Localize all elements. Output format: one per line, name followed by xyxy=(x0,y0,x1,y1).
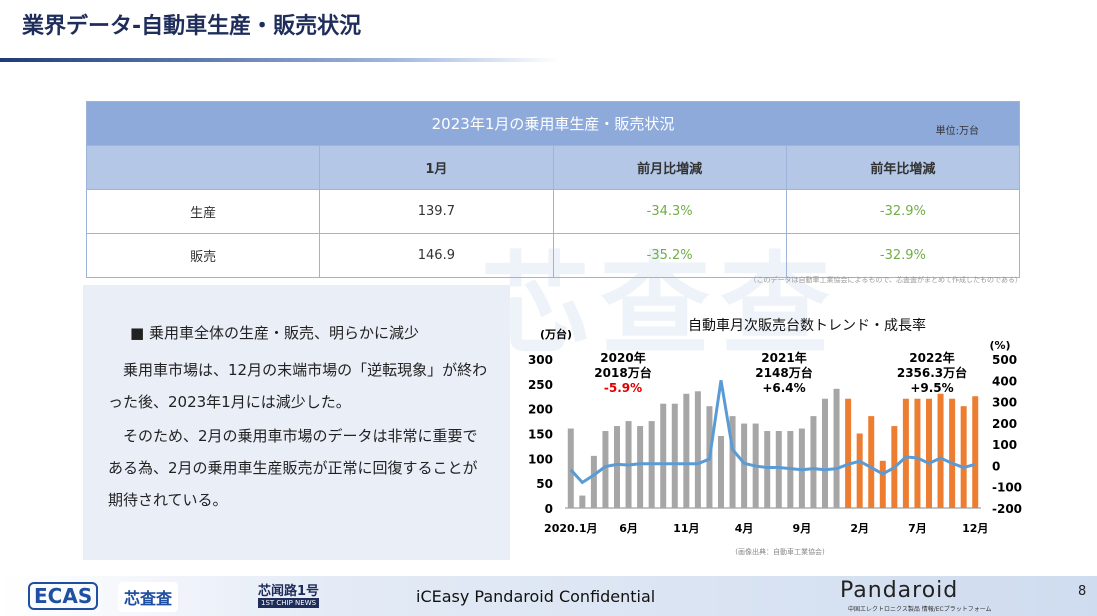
y2-tick-label: 0 xyxy=(992,459,1000,473)
cell: 139.7 xyxy=(319,189,554,234)
y2-tick-label: 300 xyxy=(992,396,1017,410)
x-tick-label: 6月 xyxy=(619,522,638,535)
chart-source: (画像出典：自動車工業協会) xyxy=(735,547,825,556)
annotation: 2022年 xyxy=(909,350,954,365)
y-tick-label: 50 xyxy=(536,477,553,491)
bar xyxy=(590,455,597,508)
bar xyxy=(856,433,863,508)
bar xyxy=(741,423,748,508)
y2-tick-label: 500 xyxy=(992,353,1017,367)
x-tick-label: 12月 xyxy=(962,522,988,535)
table-note: （このデータは自動車工業協会によるもので、芯査査がまとめて作成したものである） xyxy=(749,276,1022,284)
annotation: 2021年 xyxy=(761,350,806,365)
annotation: 2020年 xyxy=(600,350,645,365)
cell: -34.3% xyxy=(552,189,787,234)
text-panel xyxy=(83,285,510,560)
cell: -32.9% xyxy=(785,189,1021,234)
header-cell: 1月 xyxy=(319,145,554,190)
y-tick-label: 0 xyxy=(545,502,553,516)
bar xyxy=(926,398,932,508)
line xyxy=(569,380,976,485)
brand: Pandaroid xyxy=(840,578,959,603)
y2-tick-label: 100 xyxy=(992,438,1017,452)
y2-tick-label: -200 xyxy=(992,502,1022,516)
brand-sub: 中国エレクトロニクス製品 情報/ECプラットフォーム xyxy=(848,606,992,613)
bar xyxy=(764,431,771,508)
bar xyxy=(660,403,667,508)
y2-tick-label: -100 xyxy=(992,481,1022,495)
y2-tick-label: 400 xyxy=(992,374,1017,388)
annotation: 2148万台 xyxy=(755,365,812,380)
bar xyxy=(810,416,817,508)
title-rule xyxy=(0,58,560,62)
bar xyxy=(729,416,736,508)
annotation: +6.4% xyxy=(762,381,805,395)
bar xyxy=(949,398,956,508)
header-cell: 前月比増減 xyxy=(552,145,787,190)
x-tick-label: 2月 xyxy=(850,522,869,535)
chart: 自動車月次販売台数トレンド・成長率 (万台) (%) 0 50 100 150 200 250 3… xyxy=(528,317,1022,556)
table-title: 2023年1月の乗用車生産・販売状況 xyxy=(431,115,675,133)
annotation: +9.5% xyxy=(910,381,953,395)
chart-title: 自動車月次販売台数トレンド・成長率 xyxy=(688,317,926,334)
y-tick-label: 300 xyxy=(528,353,553,367)
logo: 1ST CHIP NEWS xyxy=(258,598,320,608)
bar xyxy=(845,398,852,508)
footer: ECAS 芯査査 芯闻路1号 1ST CHIP NEWS iCEasy Pand… xyxy=(0,576,1097,616)
y-tick-label: 250 xyxy=(528,378,553,392)
x-tick-label: 11月 xyxy=(673,522,699,535)
bar xyxy=(902,398,909,508)
cell: -32.9% xyxy=(785,233,1021,278)
y2-axis-label: (%) xyxy=(989,339,1010,352)
bar xyxy=(833,388,840,508)
x-tick-label: 4月 xyxy=(735,522,754,535)
bar xyxy=(614,426,620,508)
logo: ECAS xyxy=(28,582,99,610)
paragraph: 乗用車市場は、12月の末端市場の「逆転現象」が終わった後、2023年1月には減少… xyxy=(108,361,488,411)
bar xyxy=(822,398,828,508)
x-tick-label: 2020.1月 xyxy=(544,522,597,535)
bar xyxy=(567,428,574,508)
cell: 146.9 xyxy=(319,233,554,278)
bar xyxy=(937,393,944,508)
bar xyxy=(879,460,886,508)
logo: 芯闻路1号 xyxy=(258,584,320,599)
y-tick-label: 100 xyxy=(528,452,553,466)
annotation: 2018万台 xyxy=(594,365,651,380)
bar xyxy=(914,398,921,508)
y-axis-label: (万台) xyxy=(540,327,572,341)
x-tick-label: 9月 xyxy=(793,522,812,535)
data-table: 2023年1月の乗用車生産・販売状況 単位:万台 1月 前月比増減 前年比増減 生産 1… xyxy=(85,101,1021,278)
bar xyxy=(972,396,979,508)
bar xyxy=(602,431,609,508)
bar xyxy=(637,426,644,508)
page-title: 業界データ-自動車生産・販売状況 xyxy=(22,14,362,39)
section-heading: ■ 乗用車全体の生産・販売、明らかに減少 xyxy=(130,324,419,342)
bar xyxy=(683,393,690,508)
x-tick-label: 7月 xyxy=(908,522,927,535)
table-unit: 単位:万台 xyxy=(935,126,979,137)
bar xyxy=(579,495,586,508)
header-cell xyxy=(85,145,321,190)
cell: -35.2% xyxy=(552,233,787,278)
table-title-cell: 2023年1月の乗用車生産・販売状況単位:万台 xyxy=(86,101,1020,146)
annotation: -5.9% xyxy=(604,381,642,395)
bar xyxy=(868,416,875,508)
paragraph: そのため、2月の乗用車市場のデータは非常に重要である為、2月の乗用車生産販売が正… xyxy=(108,427,478,509)
y2-tick-label: 200 xyxy=(992,417,1017,431)
y-tick-label: 150 xyxy=(528,428,553,442)
bar xyxy=(960,406,967,508)
bar xyxy=(775,431,782,508)
annotation: 2356.3万台 xyxy=(897,365,967,380)
bar xyxy=(694,391,701,508)
bar xyxy=(671,403,678,508)
bar xyxy=(718,435,724,508)
y-tick-label: 200 xyxy=(528,403,553,417)
confidential: iCEasy Pandaroid Confidential xyxy=(416,587,656,606)
page-number: 8 xyxy=(1078,584,1087,599)
logo: 芯査査 xyxy=(118,582,179,612)
